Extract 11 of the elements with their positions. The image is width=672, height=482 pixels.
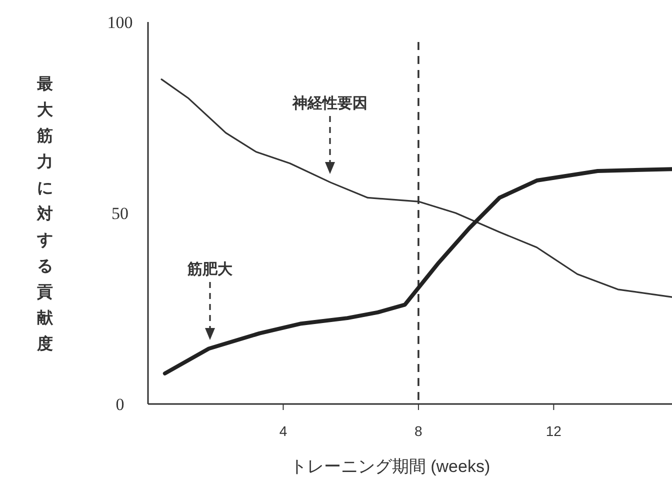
y-tick-label: 100 [107, 13, 133, 32]
annotation: 筋肥大 [186, 261, 234, 278]
y-tick-label: 0 [116, 395, 124, 414]
line-series [162, 167, 672, 376]
x-tick-label: 12 [546, 423, 562, 439]
annotation: 神経性要因 [292, 95, 368, 112]
x-tick-label: 4 [279, 423, 288, 439]
x-tick-label: 8 [414, 423, 423, 439]
y-tick-label: 50 [112, 204, 128, 223]
x-axis-title: トレーニング期間 (weeks) [290, 457, 490, 476]
text: 最大筋力に対する貢献度 [37, 76, 53, 353]
